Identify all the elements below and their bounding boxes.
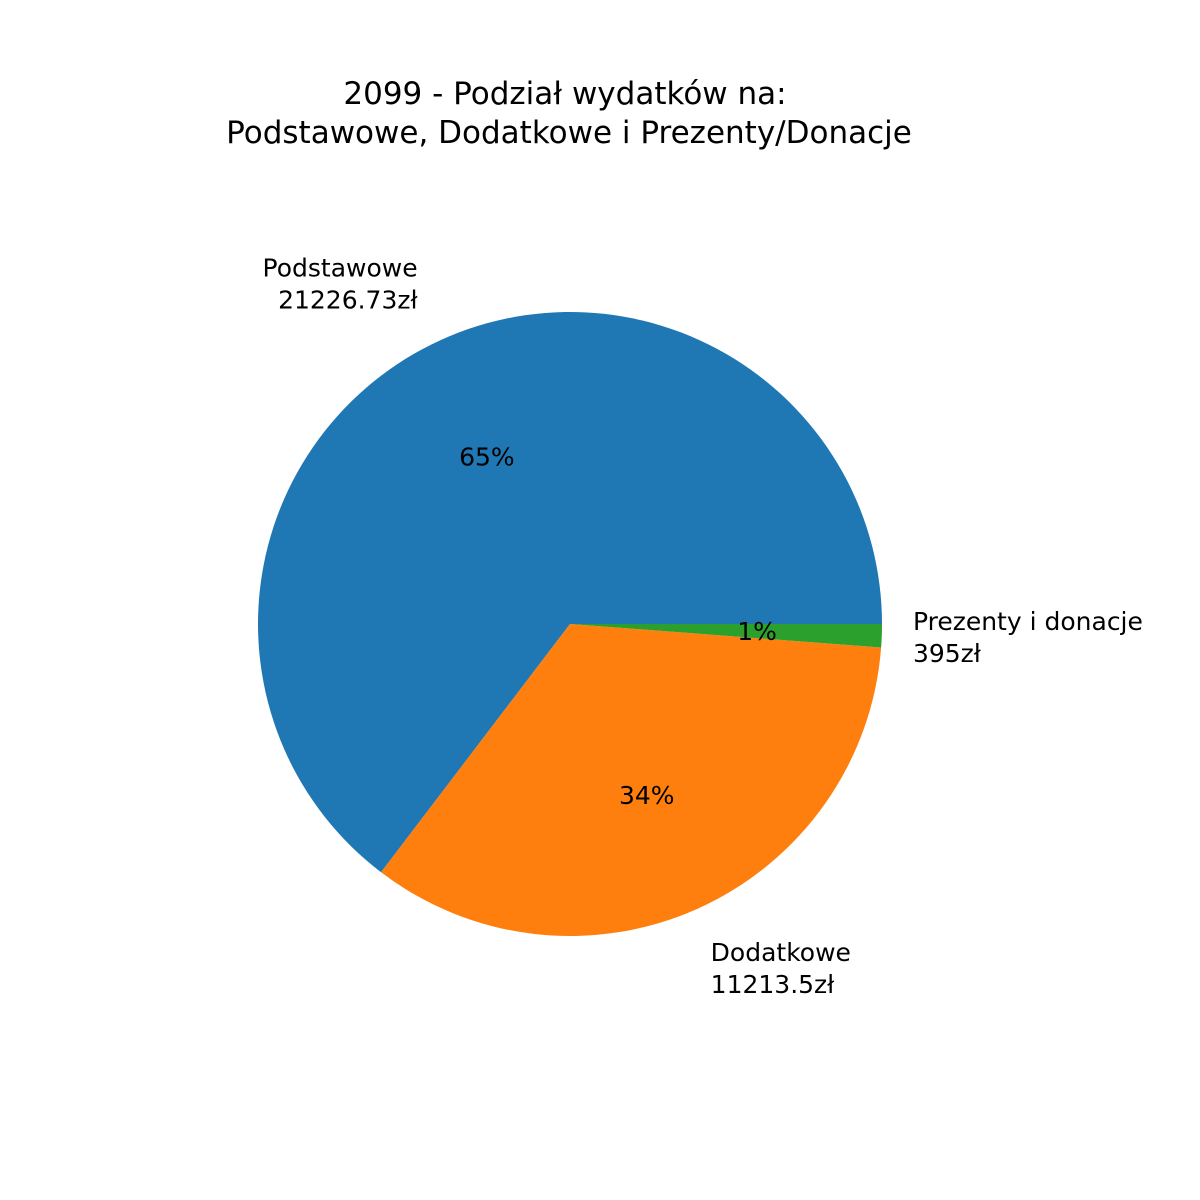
- percent-label: 34%: [619, 781, 675, 810]
- pie-slices: [258, 312, 883, 937]
- percent-label: 65%: [459, 442, 515, 471]
- slice-label: Prezenty i donacje 395zł: [913, 607, 1143, 668]
- slice-label: Podstawowe 21226.73zł: [263, 253, 419, 314]
- percent-labels: 65% 34% 1%: [459, 442, 777, 809]
- chart-title-line-2: Podstawowe, Dodatkowe i Prezenty/Donacje: [226, 115, 912, 151]
- pie-slice-prezenty-i-donacje: [570, 624, 882, 648]
- slice-label: Dodatkowe 11213.5zł: [711, 938, 851, 999]
- percent-label: 1%: [737, 617, 777, 646]
- chart-title-line-1: 2099 - Podział wydatków na:: [343, 76, 786, 112]
- slice-labels: Podstawowe 21226.73zł Dodatkowe 11213.5zł Pr…: [263, 253, 1143, 999]
- pie-slice-dodatkowe: [381, 624, 882, 937]
- pie-slice-podstawowe: [258, 312, 883, 873]
- chart-title: 2099 - Podział wydatków na: Podstawowe, …: [226, 76, 912, 151]
